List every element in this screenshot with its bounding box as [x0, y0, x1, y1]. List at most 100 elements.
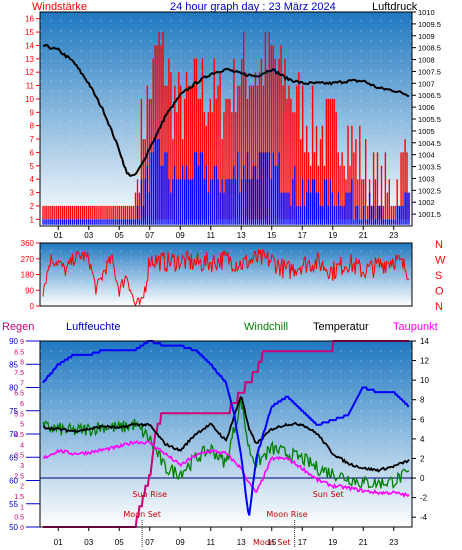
- wind-tick-label: 1: [30, 215, 35, 224]
- hour-tick-label: 03: [84, 231, 93, 240]
- hum-tick-label: 90: [9, 337, 18, 346]
- wind-tick-label: 5: [30, 162, 35, 171]
- dir-tick-label: 360: [21, 239, 35, 248]
- hum-tick-label: 75: [9, 407, 18, 416]
- hour-tick-label: 23: [389, 538, 398, 547]
- rain-tick-label: 6: [20, 401, 24, 408]
- pressure-tick-label: 1009: [418, 32, 435, 41]
- rain-tick-label: 8.5: [14, 349, 24, 356]
- rain-tick-label: 0.5: [14, 515, 24, 522]
- temp-tick-label: -2: [420, 494, 428, 503]
- rain-tick-label: 4: [20, 442, 24, 449]
- humidity-line: [42, 340, 409, 516]
- hour-tick-label: 13: [237, 231, 246, 240]
- legend-luftfeuchte: Luftfeuchte: [66, 321, 120, 333]
- hour-tick-label: 23: [389, 231, 398, 240]
- windchill-line: [42, 397, 410, 490]
- header-left: Windstärke: [32, 1, 87, 13]
- header-right: Luftdruck: [372, 1, 418, 13]
- pressure-tick-label: 1006.5: [418, 91, 441, 100]
- astro-label: Moon Rise: [266, 510, 307, 519]
- hour-tick-label: 17: [298, 231, 307, 240]
- temperature-line: [42, 395, 410, 473]
- pressure-tick-label: 1010: [418, 8, 435, 17]
- wind-tick-label: 6: [30, 148, 35, 157]
- hour-tick-label: 05: [115, 538, 124, 547]
- pressure-tick-label: 1007: [418, 79, 435, 88]
- temp-tick-label: 14: [420, 337, 429, 346]
- rain-tick-label: 5.5: [14, 411, 24, 418]
- dir-tick-label: 90: [25, 286, 34, 295]
- rain-tick-label: 1.5: [14, 494, 24, 501]
- hour-tick-label: 05: [115, 231, 124, 240]
- wind-tick-label: 2: [30, 202, 35, 211]
- hour-tick-label: 15: [267, 231, 276, 240]
- hour-tick-label: 09: [176, 538, 185, 547]
- rain-tick-label: 3.5: [14, 453, 24, 460]
- hum-tick-label: 70: [9, 430, 18, 439]
- hour-tick-label: 21: [359, 231, 368, 240]
- temp-tick-label: -4: [420, 513, 428, 522]
- compass-label: N: [435, 239, 443, 251]
- rain-tick-label: 7: [20, 380, 24, 387]
- hum-tick-label: 85: [9, 360, 18, 369]
- astro-label: Sun Rise: [132, 490, 167, 499]
- hour-tick-label: 17: [298, 538, 307, 547]
- pressure-tick-label: 1008.5: [418, 44, 441, 53]
- astro-label: Moon Set: [253, 538, 290, 547]
- hour-tick-label: 07: [145, 231, 154, 240]
- rain-tick-label: 9: [20, 339, 24, 346]
- dir-tick-label: 270: [21, 255, 35, 264]
- compass-label: O: [435, 286, 444, 298]
- wind-tick-label: 12: [25, 68, 34, 77]
- rain-tick-label: 1: [20, 504, 24, 511]
- temp-tick-label: 0: [420, 474, 425, 483]
- compass-label: W: [435, 255, 446, 267]
- header-center: 24 hour graph day : 23 März 2024: [170, 1, 336, 13]
- hour-tick-label: 19: [328, 231, 337, 240]
- hum-tick-label: 60: [9, 477, 18, 486]
- legend-regen: Regen: [2, 321, 34, 333]
- rain-tick-label: 8: [20, 360, 24, 367]
- pressure-tick-label: 1002.5: [418, 186, 441, 195]
- astro-label: Sun Set: [313, 490, 344, 499]
- temp-tick-label: 2: [420, 454, 425, 463]
- legend-windchill: Windchill: [244, 321, 288, 333]
- rain-tick-label: 2.5: [14, 473, 24, 480]
- pressure-tick-label: 1004.5: [418, 139, 441, 148]
- temp-tick-label: 12: [420, 357, 429, 366]
- hum-tick-label: 55: [9, 500, 18, 509]
- wind-direction-line: [42, 248, 410, 307]
- wind-tick-label: 4: [30, 175, 35, 184]
- rain-tick-label: 4.5: [14, 432, 24, 439]
- pressure-tick-label: 1008: [418, 56, 435, 65]
- wind-tick-label: 7: [30, 135, 35, 144]
- dewpoint-line: [42, 439, 410, 498]
- temp-tick-label: 4: [420, 435, 425, 444]
- rain-tick-label: 2: [20, 484, 24, 491]
- wind-tick-label: 15: [25, 28, 34, 37]
- temp-tick-label: 10: [420, 376, 429, 385]
- hour-tick-label: 09: [176, 231, 185, 240]
- pressure-line: [42, 43, 410, 177]
- pressure-tick-label: 1005: [418, 127, 435, 136]
- pressure-tick-label: 1007.5: [418, 67, 441, 76]
- wind-tick-label: 8: [30, 122, 35, 131]
- legend-temperatur: Temperatur: [313, 321, 369, 333]
- wind-mean-bars: [42, 139, 410, 225]
- rain-tick-label: 6.5: [14, 391, 24, 398]
- hour-tick-label: 15: [267, 538, 276, 547]
- wind-tick-label: 11: [26, 82, 35, 91]
- pressure-tick-label: 1005.5: [418, 115, 441, 124]
- compass-label: N: [435, 301, 443, 313]
- legend-taupunkt: Taupunkt: [393, 321, 438, 333]
- pressure-tick-label: 1002: [418, 198, 435, 207]
- compass-label: S: [435, 270, 442, 282]
- hour-tick-label: 11: [207, 231, 216, 240]
- wind-tick-label: 10: [25, 95, 34, 104]
- hour-tick-label: 01: [54, 231, 63, 240]
- rain-tick-label: 0: [20, 525, 24, 532]
- hum-tick-label: 50: [9, 523, 18, 532]
- wind-tick-label: 9: [30, 108, 35, 117]
